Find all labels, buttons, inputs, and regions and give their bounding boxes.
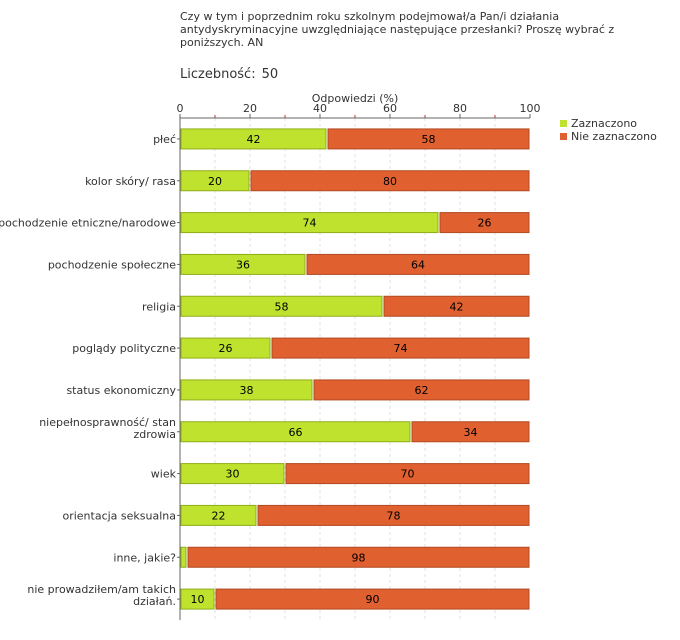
- data-label: 42: [450, 300, 464, 313]
- category-label: religia: [142, 300, 176, 313]
- data-label: 58: [275, 300, 289, 313]
- category-label: nie prowadziłem/am takich: [27, 583, 176, 596]
- legend: Zaznaczono Nie zaznaczono: [560, 117, 657, 143]
- category-label: niepełnosprawność/ stan: [39, 416, 176, 429]
- x-tick-label: 40: [313, 102, 327, 115]
- bar-unchecked: [411, 421, 530, 443]
- bar-checked: [180, 504, 257, 526]
- category-label: pochodzenie społeczne: [48, 258, 176, 271]
- legend-label-checked: Zaznaczono: [571, 117, 638, 130]
- category-label: zdrowia: [133, 428, 176, 441]
- x-axis-title: Odpowiedzi (%): [311, 92, 399, 105]
- legend-swatch-checked: [560, 120, 567, 127]
- data-label: 66: [289, 426, 303, 439]
- bar-unchecked: [439, 212, 530, 234]
- x-tick-label: 80: [453, 102, 467, 115]
- data-label: 64: [411, 258, 425, 271]
- data-label: 58: [422, 133, 436, 146]
- bar-unchecked: [313, 379, 530, 401]
- chart-title: Czy w tym i poprzednim roku szkolnym pod…: [180, 10, 615, 49]
- data-label: 20: [208, 175, 222, 188]
- legend-swatch-unchecked: [560, 133, 567, 140]
- bar-unchecked: [306, 253, 530, 275]
- bar-checked: [180, 253, 306, 275]
- sample-size-value: 50: [261, 67, 279, 82]
- bar-checked: [180, 295, 383, 317]
- data-label: 70: [401, 468, 415, 481]
- bar-checked: [180, 379, 313, 401]
- bar-unchecked: [215, 588, 530, 610]
- x-tick-label: 100: [520, 102, 541, 115]
- bar-unchecked: [257, 504, 530, 526]
- category-label: inne, jakie?: [113, 551, 176, 564]
- data-label: 26: [478, 217, 492, 230]
- category-label: pochodzenie etniczne/narodowe: [0, 217, 176, 230]
- bar-unchecked: [327, 128, 530, 150]
- category-label: kolor skóry/ rasa: [85, 175, 176, 188]
- bar-checked: [180, 546, 187, 568]
- x-tick-label: 60: [383, 102, 397, 115]
- category-label: wiek: [151, 468, 177, 481]
- category-label: status ekonomiczny: [66, 384, 176, 397]
- category-label: orientacja seksualna: [62, 509, 176, 522]
- data-label: 22: [212, 509, 226, 522]
- bar-unchecked: [285, 463, 530, 485]
- legend-item-unchecked: Nie zaznaczono: [560, 130, 657, 143]
- sample-size: Liczebność: 50: [180, 67, 278, 82]
- bar-unchecked: [383, 295, 530, 317]
- data-label: 74: [394, 342, 408, 355]
- bar-checked: [180, 170, 250, 192]
- axes: [179, 117, 530, 620]
- data-label: 90: [366, 593, 380, 606]
- bar-checked: [180, 421, 411, 443]
- bar-unchecked: [250, 170, 530, 192]
- gridlines: [214, 118, 496, 620]
- bar-checked: [180, 337, 271, 359]
- data-label: 78: [387, 509, 401, 522]
- category-label: poglądy polityczne: [72, 342, 176, 355]
- data-label: 98: [352, 551, 366, 564]
- bar-checked: [180, 128, 327, 150]
- bar-unchecked: [187, 546, 530, 568]
- bar-unchecked: [271, 337, 530, 359]
- bar-checked: [180, 463, 285, 485]
- bars: 42 58 20 80 74 26 36 64 58 42 26 74 38 62 66 34 30 70 22 78…: [180, 128, 530, 610]
- x-tick-label: 0: [177, 102, 184, 115]
- legend-item-checked: Zaznaczono: [560, 117, 657, 130]
- category-label: działań.: [133, 595, 176, 608]
- category-label: płeć: [153, 133, 176, 146]
- data-label: 42: [247, 133, 261, 146]
- data-label: 36: [236, 258, 250, 271]
- data-label: 34: [464, 426, 478, 439]
- bar-checked: [180, 212, 439, 234]
- data-label: 74: [303, 217, 317, 230]
- data-label: 38: [240, 384, 254, 397]
- data-label: 30: [226, 468, 240, 481]
- category-labels: płeć kolor skóry/ rasa pochodzenie etniczn…: [0, 133, 180, 608]
- data-label: 10: [191, 593, 205, 606]
- data-label: 62: [415, 384, 429, 397]
- bar-checked: [180, 588, 215, 610]
- legend-label-unchecked: Nie zaznaczono: [571, 130, 657, 143]
- x-tick-label: 20: [243, 102, 257, 115]
- sample-size-label: Liczebność:: [180, 67, 256, 82]
- x-axis-ticks: 0 20 40 60 80 100: [177, 102, 541, 118]
- data-label: 26: [219, 342, 233, 355]
- data-label: 80: [383, 175, 397, 188]
